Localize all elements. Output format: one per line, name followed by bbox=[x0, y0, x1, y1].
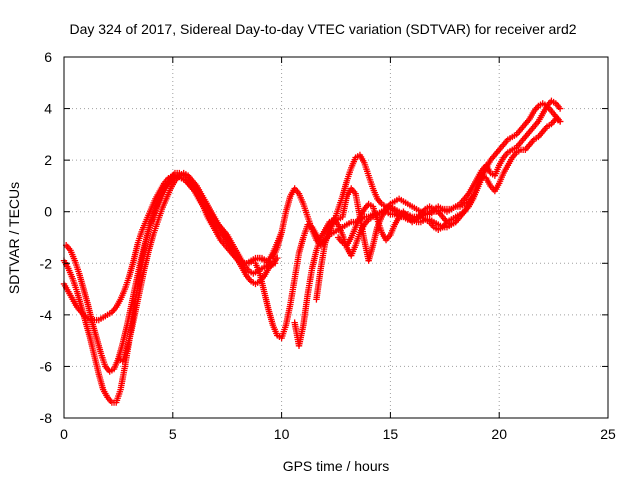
y-axis-label: SDTVAR / TECUs bbox=[6, 182, 22, 294]
data-points bbox=[60, 97, 564, 406]
y-tick-label: 4 bbox=[44, 101, 52, 117]
y-tick-label: 0 bbox=[44, 204, 52, 220]
chart-title: Day 324 of 2017, Sidereal Day-to-day VTE… bbox=[69, 21, 576, 37]
y-tick-label: -6 bbox=[40, 358, 53, 374]
data-series-arc-3 bbox=[60, 172, 281, 406]
data-point bbox=[556, 118, 564, 125]
data-series-arc-4 bbox=[115, 169, 279, 365]
tick-labels: 0 5 10 15 20 25 -8 -6 -4 -2 0 2 4 6 bbox=[40, 49, 616, 442]
x-tick-label: 10 bbox=[274, 426, 290, 442]
y-tick-label: -8 bbox=[40, 410, 53, 426]
data-point bbox=[556, 105, 564, 112]
data-point bbox=[271, 260, 279, 267]
x-tick-label: 25 bbox=[600, 426, 616, 442]
x-tick-label: 0 bbox=[60, 426, 68, 442]
y-tick-label: 2 bbox=[44, 152, 52, 168]
data-series-arc-1 bbox=[60, 172, 285, 324]
x-tick-label: 15 bbox=[383, 426, 399, 442]
x-tick-label: 5 bbox=[169, 426, 177, 442]
data-series-arc-9 bbox=[334, 115, 564, 249]
y-tick-label: -4 bbox=[40, 307, 53, 323]
plot-frame bbox=[63, 56, 609, 419]
y-tick-label: 6 bbox=[44, 49, 52, 65]
y-tick-label: -2 bbox=[40, 255, 53, 271]
axis-ticks bbox=[63, 56, 609, 419]
x-tick-label: 20 bbox=[491, 426, 507, 442]
data-series-arc-8 bbox=[313, 97, 564, 303]
x-axis-label: GPS time / hours bbox=[283, 458, 390, 474]
